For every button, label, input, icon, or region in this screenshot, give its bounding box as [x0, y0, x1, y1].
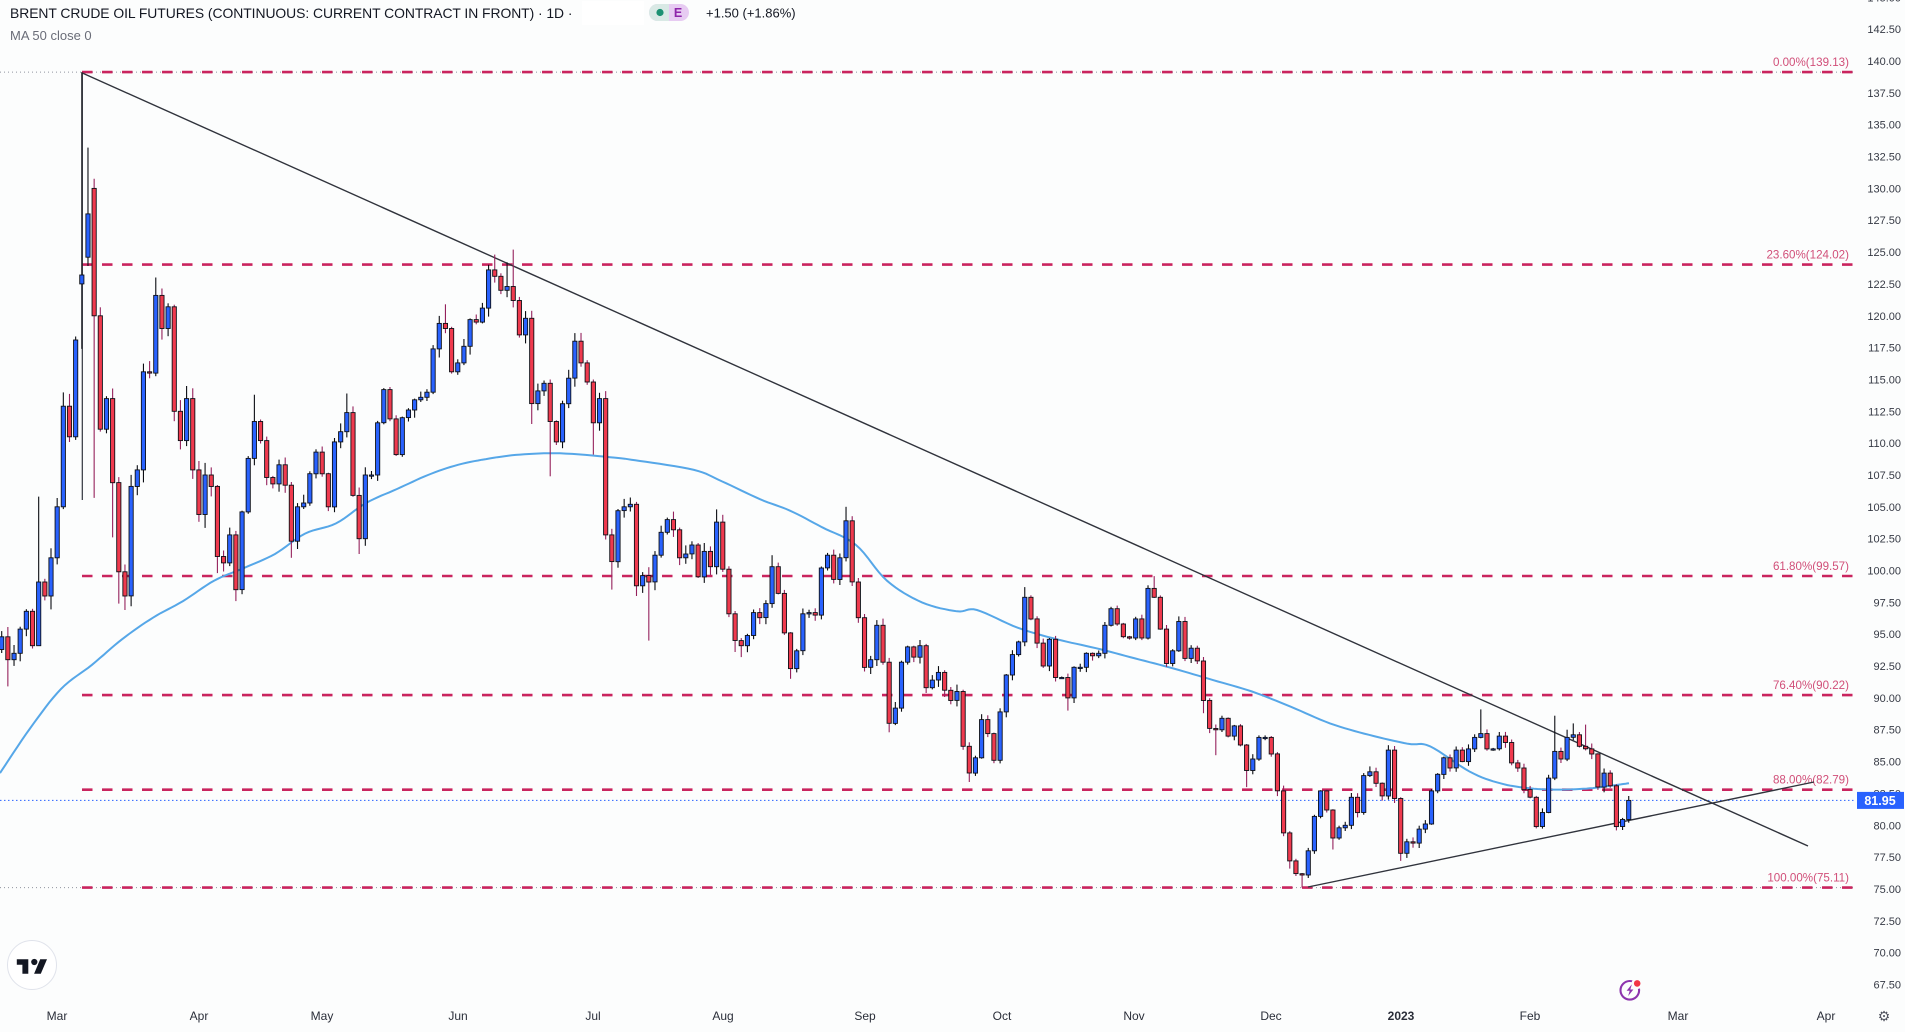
- svg-text:Dec: Dec: [1260, 1009, 1281, 1023]
- svg-text:⚙: ⚙: [1878, 1008, 1891, 1024]
- svg-text:MA 50 close 0: MA 50 close 0: [10, 28, 92, 43]
- svg-text:+1.50 (+1.86%): +1.50 (+1.86%): [706, 6, 796, 21]
- svg-text:Oct: Oct: [993, 1009, 1012, 1023]
- svg-text:125.00: 125.00: [1867, 247, 1901, 259]
- svg-text:130.00: 130.00: [1867, 183, 1901, 195]
- svg-text:115.00: 115.00: [1868, 374, 1901, 386]
- svg-text:120.00: 120.00: [1867, 311, 1901, 323]
- svg-text:105.00: 105.00: [1867, 502, 1901, 514]
- svg-text:75.00: 75.00: [1873, 884, 1901, 896]
- svg-text:107.50: 107.50: [1867, 470, 1901, 482]
- svg-text:Apr: Apr: [1817, 1009, 1836, 1023]
- svg-text:117.50: 117.50: [1868, 343, 1901, 355]
- svg-text:23.60%(124.02): 23.60%(124.02): [1766, 249, 1849, 262]
- svg-text:61.80%(99.57): 61.80%(99.57): [1773, 560, 1849, 573]
- svg-text:135.00: 135.00: [1867, 120, 1901, 132]
- svg-text:140.00: 140.00: [1867, 56, 1901, 68]
- svg-text:E: E: [674, 6, 682, 20]
- svg-text:100.00: 100.00: [1867, 566, 1901, 578]
- svg-text:Feb: Feb: [1520, 1009, 1541, 1023]
- svg-text:81.95: 81.95: [1864, 794, 1895, 808]
- svg-text:110.00: 110.00: [1868, 438, 1901, 450]
- svg-text:92.50: 92.50: [1873, 661, 1901, 673]
- svg-text:BRENT CRUDE OIL FUTURES (CONTI: BRENT CRUDE OIL FUTURES (CONTINUOUS: CUR…: [10, 5, 572, 21]
- svg-text:127.50: 127.50: [1867, 215, 1901, 227]
- svg-text:90.00: 90.00: [1873, 693, 1901, 705]
- svg-text:0.00%(139.13): 0.00%(139.13): [1773, 56, 1849, 69]
- svg-text:Jul: Jul: [585, 1009, 600, 1023]
- svg-text:Aug: Aug: [712, 1009, 733, 1023]
- svg-text:Jun: Jun: [448, 1009, 467, 1023]
- svg-text:2023: 2023: [1388, 1009, 1415, 1023]
- svg-text:Sep: Sep: [854, 1009, 876, 1023]
- svg-text:Mar: Mar: [1668, 1009, 1689, 1023]
- svg-text:May: May: [311, 1009, 334, 1023]
- svg-text:132.50: 132.50: [1867, 152, 1901, 164]
- svg-text:88.00%(82.79): 88.00%(82.79): [1773, 774, 1849, 787]
- svg-text:137.50: 137.50: [1867, 88, 1901, 100]
- svg-text:87.50: 87.50: [1873, 725, 1901, 737]
- svg-text:Apr: Apr: [190, 1009, 209, 1023]
- svg-text:80.00: 80.00: [1873, 820, 1901, 832]
- svg-text:112.50: 112.50: [1868, 406, 1901, 418]
- svg-text:85.00: 85.00: [1873, 757, 1901, 769]
- svg-text:72.50: 72.50: [1873, 916, 1901, 928]
- svg-text:Nov: Nov: [1123, 1009, 1144, 1023]
- svg-text:142.50: 142.50: [1867, 24, 1901, 36]
- svg-text:102.50: 102.50: [1867, 534, 1901, 546]
- svg-text:95.00: 95.00: [1873, 629, 1901, 641]
- svg-text:97.50: 97.50: [1873, 597, 1901, 609]
- svg-text:145.00: 145.00: [1867, 0, 1901, 4]
- svg-text:76.40%(90.22): 76.40%(90.22): [1773, 679, 1849, 692]
- svg-text:100.00%(75.11): 100.00%(75.11): [1767, 872, 1849, 885]
- svg-text:70.00: 70.00: [1873, 948, 1901, 960]
- svg-text:122.50: 122.50: [1867, 279, 1901, 291]
- svg-text:67.50: 67.50: [1873, 980, 1901, 992]
- svg-text:Mar: Mar: [47, 1009, 68, 1023]
- svg-text:77.50: 77.50: [1873, 852, 1901, 864]
